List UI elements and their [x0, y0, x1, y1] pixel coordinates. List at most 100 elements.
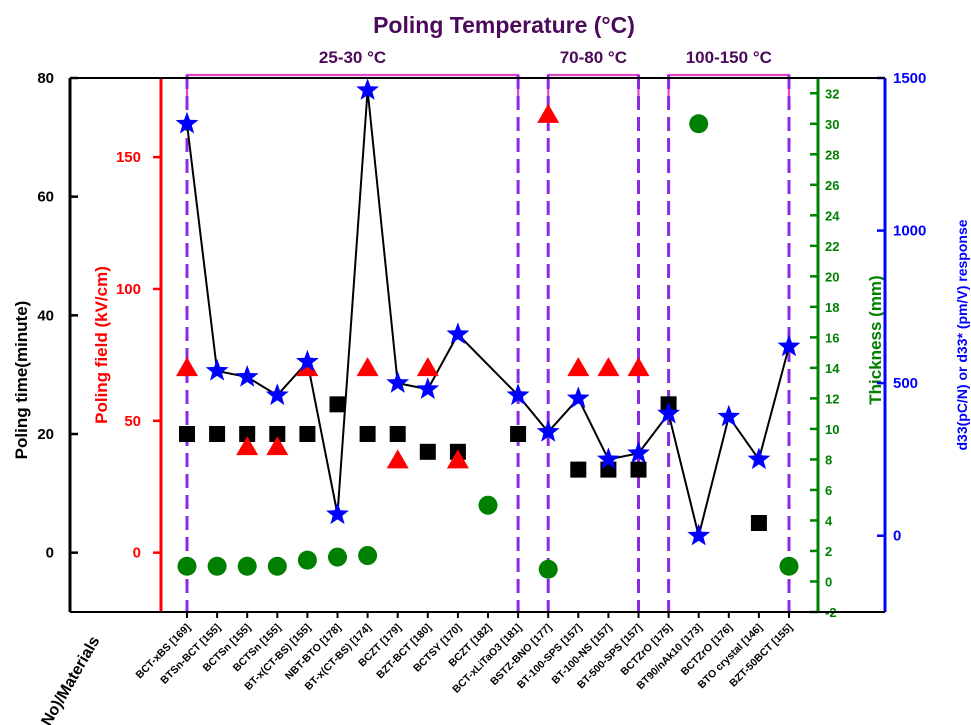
- right_green-tick-label: 4: [825, 513, 833, 528]
- thickness-marker: [237, 556, 257, 576]
- left_red-tick-label: 50: [124, 413, 141, 430]
- thickness-marker: [358, 546, 378, 566]
- poling-field-marker: [567, 357, 590, 377]
- thickness-marker: [267, 556, 287, 576]
- poling-time-marker: [389, 426, 406, 442]
- poling-time-marker: [179, 426, 195, 442]
- poling-time-marker: [510, 426, 527, 442]
- left-red-axis-label: Poling field (kV/cm): [92, 266, 111, 424]
- d33-marker: [597, 447, 620, 470]
- temperature-range-label: 25-30 °C: [319, 48, 386, 67]
- d33-marker: [235, 365, 259, 387]
- d33-marker: [416, 377, 440, 399]
- right_green-tick-label: 2: [825, 544, 832, 559]
- left-black-axis-label: Poling time(minute): [12, 301, 31, 460]
- temperature-range-label: 70-80 °C: [560, 48, 627, 67]
- left_red-tick-label: 150: [116, 149, 141, 166]
- thickness-marker: [779, 556, 799, 576]
- right_green-tick-label: 0: [825, 574, 832, 589]
- d33-marker: [627, 441, 650, 463]
- d33-marker: [536, 420, 560, 442]
- d33-marker: [175, 111, 199, 134]
- left_red-tick-label: 100: [116, 281, 141, 298]
- d33-marker: [265, 383, 289, 406]
- poling-time-marker: [750, 515, 767, 531]
- category-labels: BCT-xBS [169]BTSn-BCT [155]BCTSn [155]BC…: [133, 622, 795, 696]
- left_black-tick-label: 0: [46, 545, 54, 562]
- right_blue-tick-label: 1500: [893, 70, 926, 87]
- poling-field-marker: [236, 436, 259, 456]
- poling-time-marker: [359, 426, 376, 442]
- d33-marker: [446, 322, 470, 344]
- poling-field-marker: [386, 449, 409, 469]
- d33-marker: [356, 78, 379, 100]
- right-blue-axis-label: d33(pC/N) or d33* (pm/V) response: [954, 219, 970, 450]
- right_green-tick-label: 24: [825, 208, 840, 223]
- right_green-tick-label: 22: [825, 239, 839, 254]
- poling-field-marker: [627, 357, 650, 377]
- poling-field-marker: [266, 436, 289, 456]
- thickness-marker: [328, 547, 347, 567]
- right-green-axis-label: Thickness (mm): [866, 275, 885, 404]
- d33-marker: [747, 447, 771, 470]
- poling-field-marker: [176, 357, 198, 377]
- temperature-bracket: [185, 73, 520, 105]
- poling-time-marker: [269, 426, 286, 442]
- left_black-tick-label: 20: [37, 426, 54, 443]
- poling-field-marker: [416, 357, 439, 377]
- temperature-range-label: 100-150 °C: [686, 48, 772, 67]
- right_green-tick-label: 30: [825, 117, 839, 132]
- d33-marker: [296, 349, 319, 372]
- chart-title: Poling Temperature (°C): [373, 12, 635, 38]
- right_green-tick-label: 12: [825, 391, 839, 406]
- d33-marker: [326, 502, 349, 525]
- thickness-marker: [177, 556, 197, 576]
- temperature-dividers: [185, 75, 791, 612]
- thickness-marker: [689, 114, 709, 134]
- poling-time-marker: [299, 426, 316, 442]
- left_red-tick-label: 0: [133, 545, 141, 562]
- right_green-tick-label: 10: [825, 422, 839, 437]
- thickness-marker: [297, 550, 317, 570]
- d33-marker: [717, 404, 741, 427]
- poling-field-marker: [537, 103, 560, 123]
- thickness-marker: [478, 495, 498, 515]
- thickness-marker: [207, 556, 227, 576]
- poling-time-marker: [239, 426, 256, 442]
- poling-field-marker: [356, 357, 379, 377]
- thickness-marker: [538, 559, 558, 579]
- right_blue-tick-label: 500: [893, 375, 918, 392]
- axes: Poling time(minute) Poling field (kV/cm)…: [12, 70, 970, 725]
- left_black-tick-label: 40: [37, 307, 54, 324]
- right_green-tick-label: 32: [825, 86, 839, 101]
- d33-marker: [657, 401, 680, 424]
- right_green-tick-label: 20: [825, 269, 839, 284]
- d33-marker: [687, 523, 711, 546]
- poling-time-marker: [630, 461, 647, 478]
- poling-time-marker: [570, 461, 587, 478]
- d33-marker: [566, 386, 590, 409]
- right_green-tick-label: 14: [825, 361, 840, 376]
- right_green-tick-label: 8: [825, 452, 832, 467]
- d33-marker: [205, 358, 229, 381]
- right_blue-tick-label: 0: [893, 528, 901, 545]
- d33-connecting-line: [186, 90, 790, 536]
- d33-marker: [386, 371, 410, 393]
- d33-series-line: [186, 90, 790, 536]
- right_green-tick-label: 26: [825, 178, 839, 193]
- left_black-tick-label: 80: [37, 70, 54, 87]
- left_black-tick-label: 60: [37, 189, 54, 206]
- right_blue-tick-label: 1000: [893, 223, 926, 240]
- right_green-tick-label: 28: [825, 147, 839, 162]
- poling-time-marker: [329, 396, 346, 413]
- right_green-tick-label: 18: [825, 300, 839, 315]
- poling-field-marker: [597, 357, 620, 377]
- x-axis-label: (Ref.No)/Materials: [21, 633, 104, 725]
- temperature-bracket: [667, 73, 791, 105]
- poling-field-marker: [446, 449, 469, 469]
- right_green-tick-label: 6: [825, 483, 832, 498]
- right_green-tick-label: 16: [825, 330, 839, 345]
- temperature-brackets: 25-30 °C 70-80 °C 100-150 °C: [185, 48, 791, 105]
- d33-marker: [506, 383, 530, 406]
